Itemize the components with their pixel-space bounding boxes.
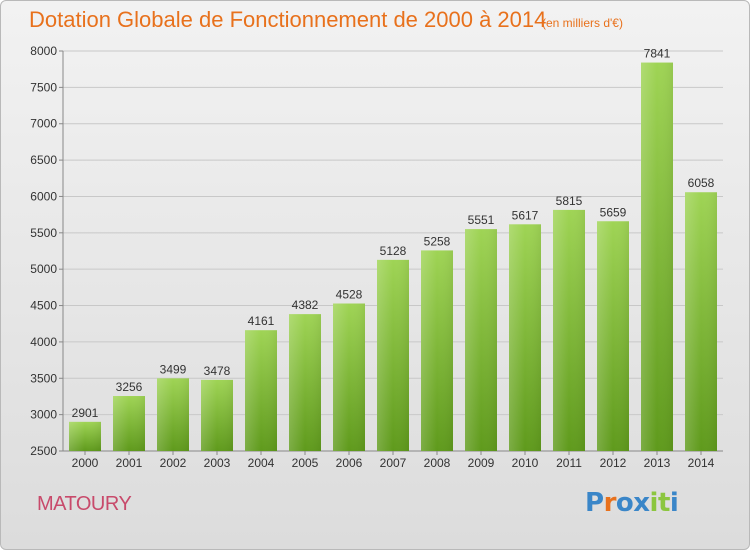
y-tick-label: 5000 xyxy=(30,262,57,276)
data-label: 5128 xyxy=(380,244,407,258)
chart-title: Dotation Globale de Fonctionnement de 20… xyxy=(29,7,547,32)
y-tick-label: 7000 xyxy=(30,117,57,131)
bar-shine xyxy=(685,192,717,451)
x-tick-label: 2013 xyxy=(644,456,671,470)
bar-shine xyxy=(553,209,585,451)
bar-shine xyxy=(113,396,145,451)
x-tick-label: 2008 xyxy=(424,456,451,470)
bar-shine xyxy=(157,378,189,451)
proxiti-logo: Proxiti xyxy=(585,488,679,518)
logo-letter: x xyxy=(633,488,650,518)
y-tick-label: 3000 xyxy=(30,408,57,422)
x-tick-label: 2002 xyxy=(160,456,187,470)
logo-letter: o xyxy=(615,488,634,518)
data-label: 2901 xyxy=(72,406,99,420)
y-tick-label: 4000 xyxy=(30,335,57,349)
data-label: 5617 xyxy=(512,208,539,222)
logo-letter: i xyxy=(669,488,679,518)
bar-shine xyxy=(641,62,673,452)
bar-shine xyxy=(69,421,101,451)
logo-letter: P xyxy=(585,488,604,518)
x-tick-label: 2000 xyxy=(72,456,99,470)
y-tick-label: 2500 xyxy=(30,444,57,458)
data-label: 5659 xyxy=(600,205,627,219)
data-label: 5551 xyxy=(468,213,495,227)
data-label: 4382 xyxy=(292,298,319,312)
data-label: 3499 xyxy=(160,362,187,376)
place-name: MATOURY xyxy=(37,493,132,515)
y-tick-label: 7500 xyxy=(30,80,57,94)
x-tick-label: 2006 xyxy=(336,456,363,470)
bar-shine xyxy=(333,303,365,451)
y-tick-label: 6500 xyxy=(30,153,57,167)
x-tick-label: 2009 xyxy=(468,456,495,470)
chart-subtitle: (en milliers d'€) xyxy=(542,16,623,30)
bar-shine xyxy=(465,229,497,451)
bar-shine xyxy=(201,379,233,451)
logo-letter: r xyxy=(603,488,617,518)
bar-shine xyxy=(377,259,409,451)
y-tick-label: 6000 xyxy=(30,189,57,203)
data-label: 3478 xyxy=(204,364,231,378)
bar-shine xyxy=(289,314,321,451)
x-tick-label: 2014 xyxy=(688,456,715,470)
data-label: 6058 xyxy=(688,176,715,190)
data-label: 4528 xyxy=(336,288,363,302)
data-label: 3256 xyxy=(116,380,143,394)
bar-shine xyxy=(509,224,541,451)
bar-shine xyxy=(245,330,277,451)
x-tick-label: 2007 xyxy=(380,456,407,470)
x-tick-label: 2010 xyxy=(512,456,539,470)
logo-letter: i xyxy=(649,488,659,518)
data-label: 5815 xyxy=(556,194,583,208)
x-tick-label: 2005 xyxy=(292,456,319,470)
x-tick-label: 2004 xyxy=(248,456,275,470)
x-tick-label: 2003 xyxy=(204,456,231,470)
y-tick-label: 8000 xyxy=(30,44,57,58)
y-tick-label: 5500 xyxy=(30,226,57,240)
bar-layer xyxy=(69,62,717,452)
logo-letter: t xyxy=(657,488,670,518)
y-tick-label: 4500 xyxy=(30,299,57,313)
data-label: 7841 xyxy=(644,47,671,61)
bar-shine xyxy=(597,221,629,451)
data-label: 4161 xyxy=(248,314,275,328)
data-label: 5258 xyxy=(424,234,451,248)
bar-shine xyxy=(421,250,453,451)
x-tick-label: 2001 xyxy=(116,456,143,470)
y-tick-label: 3500 xyxy=(30,371,57,385)
label-layer: 2901 3256 3499 3478 4161 4382 4528 5128 5258 5551… xyxy=(72,47,715,420)
x-tick-label: 2012 xyxy=(600,456,627,470)
x-tick-label: 2011 xyxy=(556,456,582,470)
